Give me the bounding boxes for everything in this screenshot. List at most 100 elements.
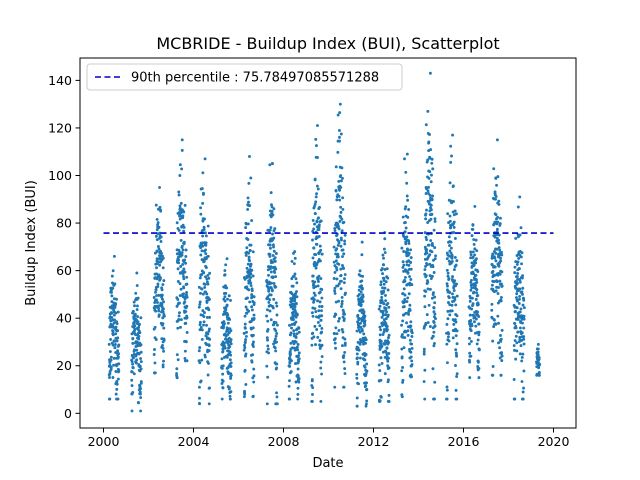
- scatter-point: [338, 188, 342, 192]
- scatter-point: [133, 324, 137, 328]
- scatter-point: [520, 359, 524, 363]
- scatter-point: [379, 280, 383, 284]
- scatter-point: [405, 194, 409, 198]
- scatter-point: [206, 373, 210, 377]
- scatter-point: [336, 150, 340, 154]
- scatter-point: [244, 352, 248, 356]
- scatter-point: [455, 354, 459, 358]
- scatter-point: [198, 328, 202, 332]
- scatter-point: [314, 266, 318, 270]
- scatter-point: [476, 303, 480, 306]
- scatter-point: [272, 322, 276, 326]
- scatter-point: [297, 354, 301, 357]
- scatter-point: [448, 313, 452, 317]
- scatter-point: [426, 280, 430, 284]
- scatter-point: [334, 313, 338, 316]
- scatter-point: [112, 254, 116, 258]
- scatter-point: [112, 363, 116, 367]
- scatter-point: [512, 344, 516, 348]
- scatter-point: [137, 337, 141, 341]
- scatter-point: [360, 279, 364, 283]
- scatter-point: [343, 233, 347, 237]
- scatter-point: [229, 353, 233, 357]
- scatter-point: [198, 302, 202, 306]
- scatter-point: [338, 139, 341, 143]
- scatter-point: [433, 246, 437, 250]
- scatter-point: [445, 268, 449, 272]
- scatter-point: [180, 244, 184, 248]
- scatter-point: [246, 222, 250, 226]
- scatter-point: [161, 256, 165, 260]
- scatter-point: [314, 310, 318, 314]
- scatter-point: [454, 388, 458, 392]
- scatter-point: [296, 392, 300, 396]
- scatter-point: [114, 332, 118, 336]
- scatter-point: [355, 396, 359, 400]
- scatter-point: [364, 384, 368, 388]
- scatter-point: [343, 239, 347, 243]
- x-tick-label: 2012: [358, 434, 390, 449]
- scatter-point: [202, 225, 206, 229]
- scatter-point: [199, 291, 202, 295]
- scatter-point: [490, 308, 494, 312]
- scatter-point: [108, 397, 112, 401]
- scatter-point: [198, 402, 202, 406]
- scatter-point: [365, 362, 369, 366]
- scatter-point: [357, 382, 360, 386]
- scatter-point: [477, 315, 481, 319]
- scatter-point: [250, 268, 254, 272]
- scatter-point: [160, 288, 164, 292]
- scatter-point: [342, 360, 346, 364]
- scatter-point: [269, 318, 273, 322]
- scatter-point: [491, 365, 495, 368]
- scatter-point: [185, 316, 189, 320]
- x-tick-label: 2000: [88, 434, 120, 449]
- scatter-point: [472, 264, 476, 267]
- scatter-point: [293, 250, 297, 254]
- scatter-point: [204, 243, 208, 247]
- scatter-point: [342, 385, 346, 389]
- scatter-point: [339, 236, 343, 240]
- scatter-point: [495, 138, 499, 142]
- scatter-point: [522, 306, 526, 310]
- scatter-point: [181, 262, 185, 266]
- scatter-point: [335, 332, 339, 336]
- scatter-point: [182, 229, 186, 233]
- scatter-point: [340, 302, 344, 306]
- scatter-point: [199, 206, 203, 210]
- scatter-point: [162, 326, 166, 330]
- scatter-point: [315, 184, 319, 188]
- scatter-point: [516, 281, 519, 285]
- scatter-point: [404, 205, 408, 209]
- scatter-point: [275, 340, 279, 344]
- scatter-point: [513, 321, 517, 325]
- scatter-point: [451, 275, 454, 279]
- scatter-point: [228, 394, 232, 398]
- scatter-point: [423, 294, 427, 298]
- scatter-point: [289, 341, 293, 345]
- scatter-point: [292, 342, 296, 346]
- scatter-point: [380, 315, 384, 319]
- scatter-point: [365, 388, 369, 391]
- scatter-point: [338, 111, 342, 115]
- scatter-point: [159, 240, 163, 243]
- scatter-point: [245, 266, 249, 270]
- scatter-point: [516, 318, 520, 321]
- scatter-point: [410, 363, 414, 366]
- scatter-point: [268, 254, 272, 258]
- scatter-point: [293, 323, 296, 326]
- scatter-point: [320, 252, 324, 256]
- scatter-point: [176, 326, 180, 330]
- scatter-point: [378, 399, 382, 403]
- scatter-point: [206, 254, 210, 258]
- scatter-point: [162, 279, 166, 283]
- scatter-point: [177, 193, 181, 197]
- scatter-point: [471, 250, 475, 254]
- scatter-point: [294, 301, 298, 305]
- scatter-point: [333, 385, 337, 389]
- scatter-point: [111, 376, 115, 379]
- scatter-point: [384, 307, 388, 311]
- scatter-point: [244, 305, 248, 309]
- scatter-point: [139, 396, 143, 399]
- scatter-point: [386, 313, 390, 317]
